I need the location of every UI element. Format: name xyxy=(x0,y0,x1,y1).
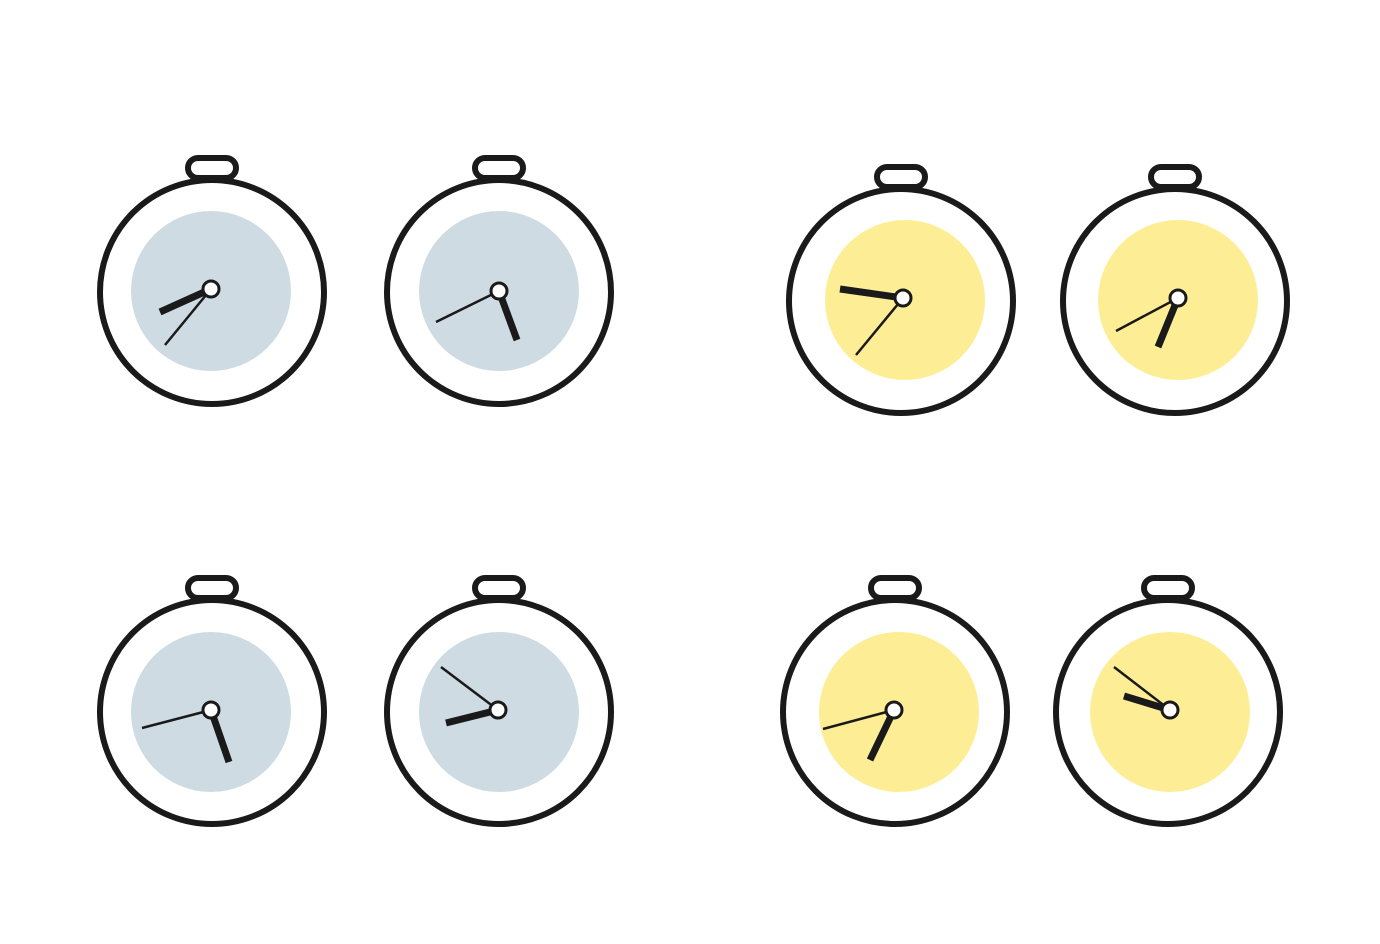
stopwatch-crown xyxy=(874,164,928,190)
stopwatch-crown xyxy=(1141,575,1195,601)
minute-hand xyxy=(855,297,904,356)
minute-hand xyxy=(822,708,895,731)
stopwatch-crown xyxy=(868,575,922,601)
hand-pivot xyxy=(893,288,913,308)
minute-hand xyxy=(141,708,212,730)
minute-hand xyxy=(164,288,212,346)
hour-hand xyxy=(839,285,904,302)
stopwatch xyxy=(1053,575,1283,827)
hand-pivot xyxy=(201,700,221,720)
stopwatch-crown xyxy=(185,575,239,601)
stopwatch xyxy=(384,575,614,827)
stopwatch xyxy=(780,575,1010,827)
hand-pivot xyxy=(201,279,221,299)
minute-hand xyxy=(1115,296,1179,333)
hand-pivot xyxy=(1168,288,1188,308)
minute-hand xyxy=(1113,666,1171,711)
hand-pivot xyxy=(884,700,904,720)
stopwatch xyxy=(384,155,614,407)
stopwatch xyxy=(786,164,1016,416)
hand-pivot xyxy=(489,281,509,301)
stopwatch-crown xyxy=(472,155,526,181)
stopwatch xyxy=(97,155,327,407)
minute-hand xyxy=(440,666,499,711)
minute-hand xyxy=(435,289,500,324)
stopwatch-crown xyxy=(1148,164,1202,190)
hand-pivot xyxy=(488,700,508,720)
stopwatch xyxy=(97,575,327,827)
hand-pivot xyxy=(1160,700,1180,720)
stopwatch-crown xyxy=(472,575,526,601)
stopwatch-crown xyxy=(185,155,239,181)
stopwatch xyxy=(1060,164,1290,416)
